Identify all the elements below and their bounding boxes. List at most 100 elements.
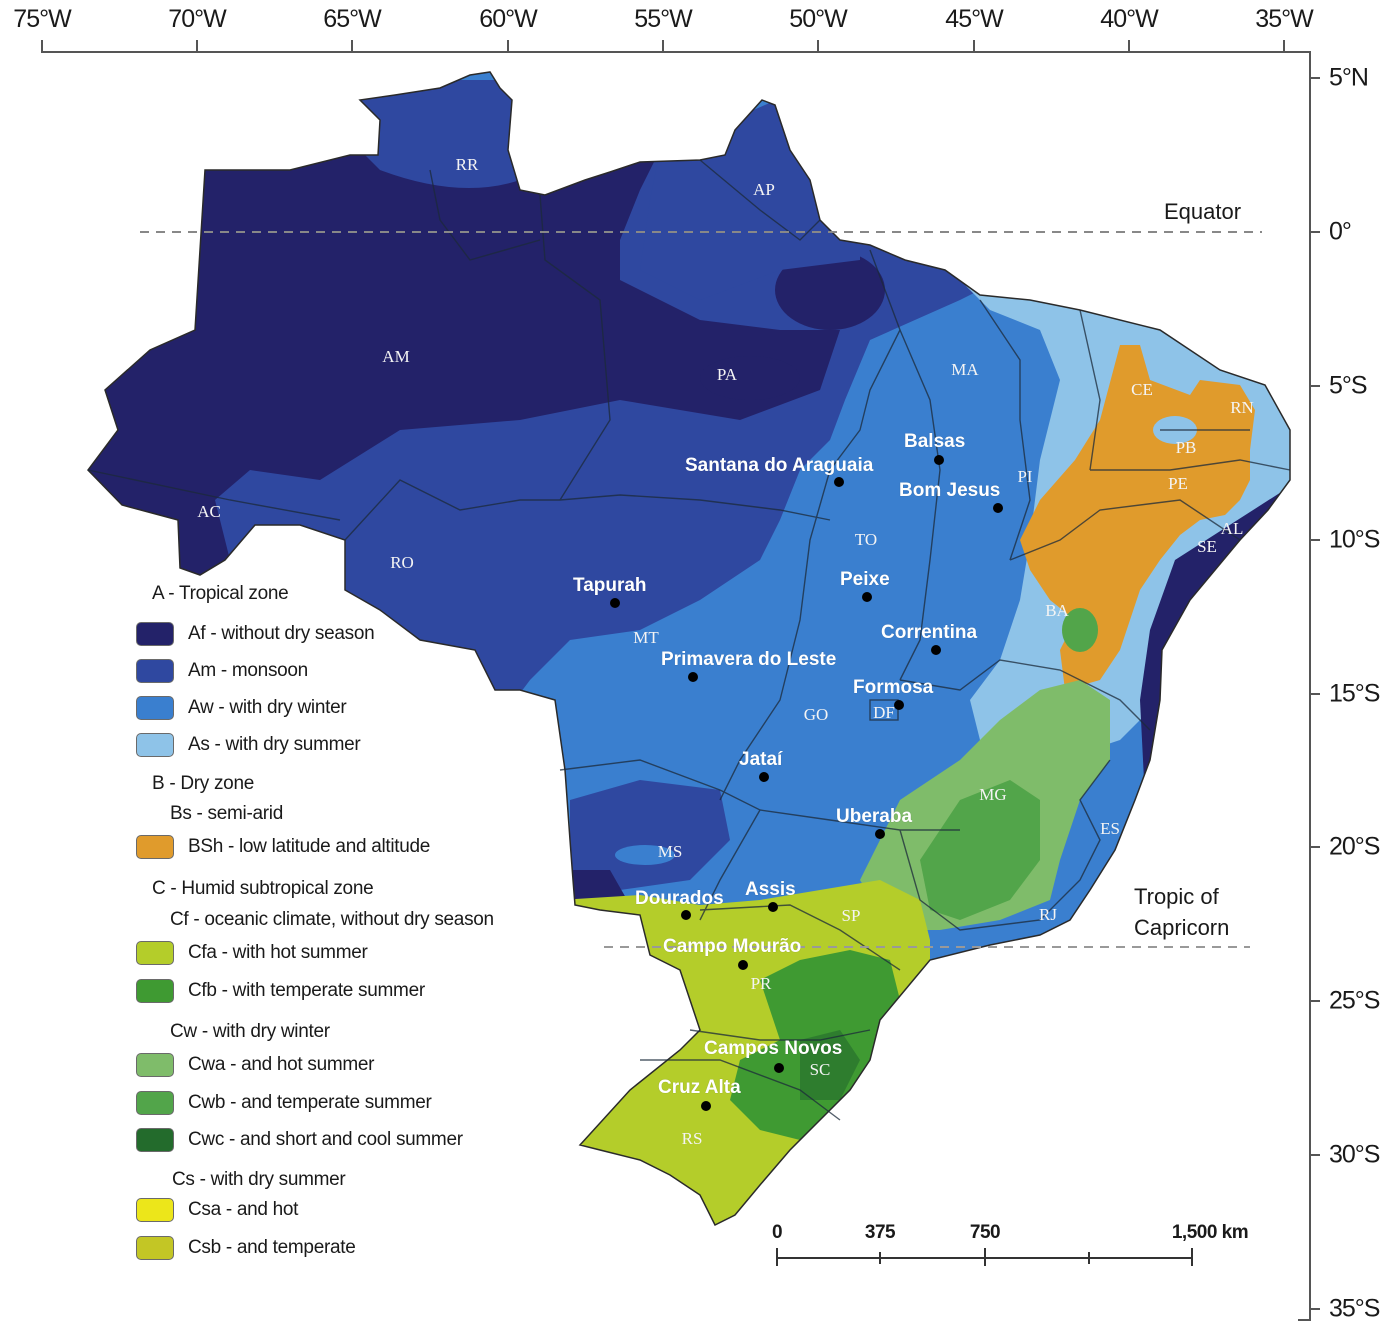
state-label: MT xyxy=(633,628,659,647)
region-af-pocket xyxy=(775,250,885,330)
state-label: PR xyxy=(750,974,772,993)
legend-item-cwc: Cwc - and short and cool summer xyxy=(136,1127,463,1153)
scale-bar xyxy=(776,1248,1193,1266)
legend-item-csa: Csa - and hot xyxy=(136,1197,298,1223)
lat-label: 20°S xyxy=(1329,832,1380,861)
city-dot-icon xyxy=(862,592,872,602)
tropic-label-line2: Capricorn xyxy=(1134,915,1230,940)
longitude-ticks xyxy=(196,40,1285,52)
lon-label: 40°W xyxy=(1100,5,1158,33)
lon-label: 45°W xyxy=(945,5,1003,33)
city-dot-icon xyxy=(759,772,769,782)
city-dot-icon xyxy=(875,829,885,839)
legend-swatch xyxy=(136,733,174,757)
legend-item-label: Af - without dry season xyxy=(188,623,375,644)
legend-item-label: Aw - with dry winter xyxy=(188,697,347,718)
lon-label: 55°W xyxy=(634,5,692,33)
lon-label: 70°W xyxy=(168,5,226,33)
state-label: AM xyxy=(382,347,410,366)
state-label: SP xyxy=(841,906,861,925)
legend-swatch xyxy=(136,835,174,859)
city-dot-icon xyxy=(993,503,1003,513)
region-cwb xyxy=(920,780,1040,920)
lat-label: 25°S xyxy=(1329,986,1380,1015)
scale-label: 375 xyxy=(864,1222,896,1243)
lat-label: 15°S xyxy=(1329,679,1380,708)
state-label: RS xyxy=(681,1129,703,1148)
lat-label: 35°S xyxy=(1329,1294,1380,1323)
city-label: Jataí xyxy=(739,749,783,770)
legend-item-af: Af - without dry season xyxy=(136,621,375,647)
lon-label: 60°W xyxy=(479,5,537,33)
city-label: Correntina xyxy=(881,622,978,643)
equator-label: Equator xyxy=(1164,199,1242,224)
legend-item-label: Am - monsoon xyxy=(188,660,308,681)
state-label: RN xyxy=(1230,398,1254,417)
lon-label: 75°W xyxy=(13,5,71,33)
legend-item-label: BSh - low latitude and altitude xyxy=(188,836,431,857)
city-dot-icon xyxy=(934,455,944,465)
legend-subgroup-heading: Cf - oceanic climate, without dry season xyxy=(170,909,494,930)
legend-item-cwb: Cwb - and temperate summer xyxy=(136,1090,432,1116)
city-label: Balsas xyxy=(904,431,966,452)
legend-subgroup-heading: Bs - semi-arid xyxy=(170,803,283,824)
legend-swatch xyxy=(136,979,174,1003)
state-label: MS xyxy=(657,842,683,861)
state-label: PE xyxy=(1168,474,1188,493)
legend-swatch xyxy=(136,1128,174,1152)
lon-label: 35°W xyxy=(1255,5,1313,33)
state-label: MA xyxy=(951,360,979,379)
state-label: RR xyxy=(455,155,479,174)
lon-label: 50°W xyxy=(789,5,847,33)
legend-item-aw: Aw - with dry winter xyxy=(136,695,347,721)
legend-item-bsh: BSh - low latitude and altitude xyxy=(136,834,430,860)
legend-group-heading: A - Tropical zone xyxy=(152,583,289,604)
state-label: PA xyxy=(716,365,738,384)
legend-item-label: Csb - and temperate xyxy=(188,1237,356,1258)
legend-item-label: Cwa - and hot summer xyxy=(188,1054,375,1075)
legend-item-cwa: Cwa - and hot summer xyxy=(136,1052,374,1078)
city-label: Santana do Araguaia xyxy=(685,455,874,476)
state-label: MG xyxy=(979,785,1007,804)
legend-item-label: Csa - and hot xyxy=(188,1199,299,1220)
latitude-ticks xyxy=(1310,77,1320,1310)
legend-item-label: As - with dry summer xyxy=(188,734,361,755)
scale-label: 750 xyxy=(969,1222,1001,1243)
legend-group-heading: B - Dry zone xyxy=(152,773,254,794)
legend-item-cfb: Cfb - with temperate summer xyxy=(136,978,425,1004)
city-label: Uberaba xyxy=(836,806,913,827)
state-label: SC xyxy=(809,1060,831,1079)
legend-swatch xyxy=(136,1091,174,1115)
state-label: SE xyxy=(1197,537,1217,556)
lat-label: 10°S xyxy=(1329,525,1380,554)
city-dot-icon xyxy=(701,1101,711,1111)
lat-label: 0° xyxy=(1329,217,1352,246)
legend-subgroup-heading: Cw - with dry winter xyxy=(170,1021,330,1042)
legend-item-label: Cwc - and short and cool summer xyxy=(188,1129,463,1150)
state-label: RO xyxy=(390,553,414,572)
legend-swatch xyxy=(136,941,174,965)
state-label: TO xyxy=(854,530,878,549)
city-label: Campos Novos xyxy=(704,1038,843,1059)
legend-item-csb: Csb - and temperate xyxy=(136,1235,356,1261)
city-label: Formosa xyxy=(853,677,934,698)
lon-label: 65°W xyxy=(323,5,381,33)
legend-subgroup-heading: Cs - with dry summer xyxy=(172,1169,346,1190)
legend-item-am: Am - monsoon xyxy=(136,658,308,684)
city-dot-icon xyxy=(774,1063,784,1073)
region-af xyxy=(88,150,840,600)
legend-swatch xyxy=(136,1198,174,1222)
state-label: RJ xyxy=(1039,905,1057,924)
state-label: AC xyxy=(197,502,221,521)
city-label: Tapurah xyxy=(573,575,647,596)
legend-item-as: As - with dry summer xyxy=(136,732,361,758)
city-dot-icon xyxy=(894,700,904,710)
state-label: GO xyxy=(803,705,829,724)
city-label: Dourados xyxy=(635,888,724,909)
city-label: Bom Jesus xyxy=(899,480,1001,501)
legend-item-label: Cwb - and temperate summer xyxy=(188,1092,432,1113)
axis-frame xyxy=(41,40,1320,1321)
legend-item-label: Cfa - with hot summer xyxy=(188,942,368,963)
legend-swatch xyxy=(136,659,174,683)
state-borders xyxy=(87,159,1291,1121)
